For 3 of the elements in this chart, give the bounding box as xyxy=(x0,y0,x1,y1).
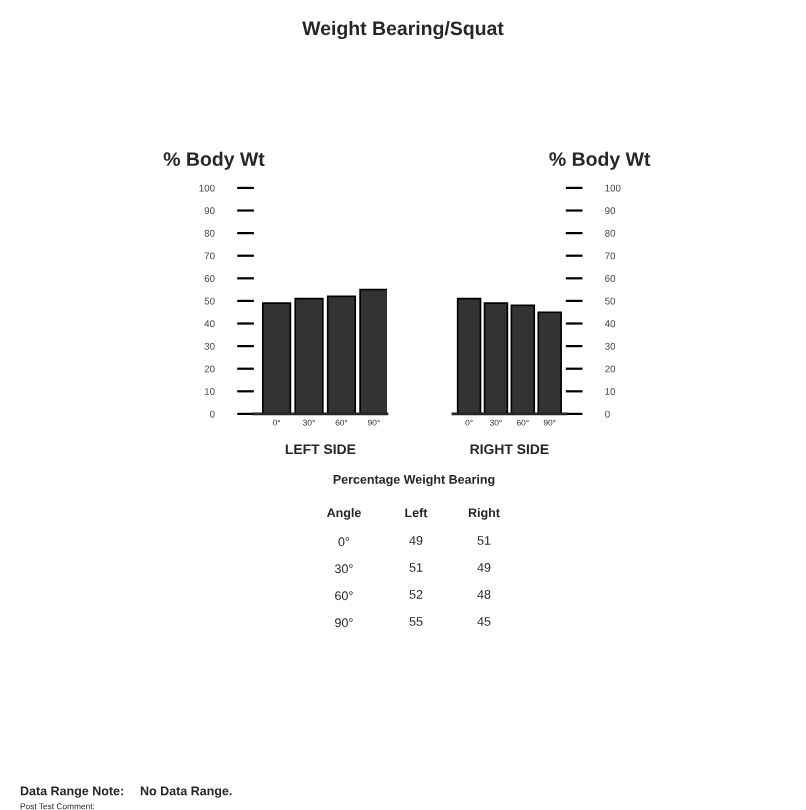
chart-title: Weight Bearing/Squat xyxy=(302,20,504,40)
y-axis-title: % Body Wt xyxy=(549,151,651,170)
y-axis-title: % Body Wt xyxy=(163,151,265,170)
